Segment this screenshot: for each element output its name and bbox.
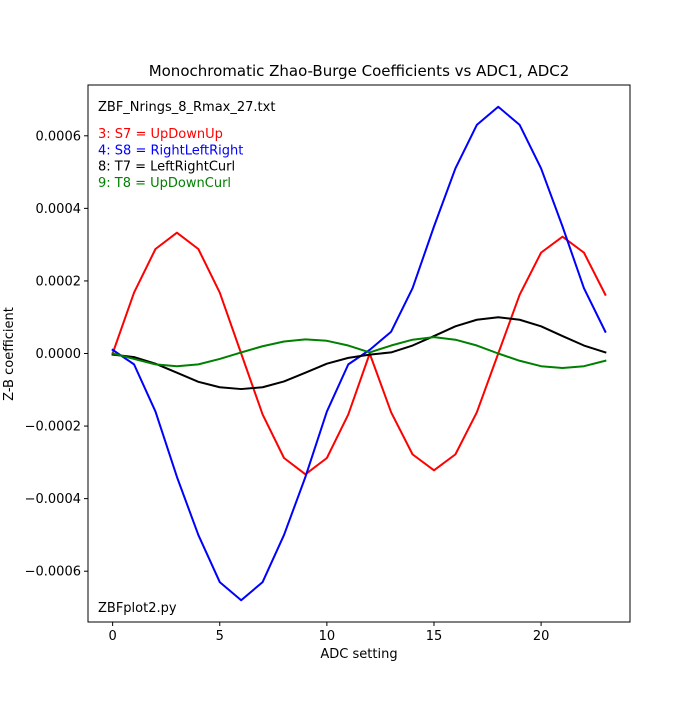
plot-area: 0 5 10 15 20 −0.0006 −0.0004 −0.0002 0.0000 0.000… (25, 84, 631, 644)
y-tick-label: 0.0000 (36, 347, 82, 362)
x-tick-label: 5 (216, 629, 224, 644)
y-tick-label: −0.0006 (25, 565, 81, 580)
y-tick-label: 0.0006 (36, 129, 82, 144)
y-tick-label: −0.0002 (25, 420, 81, 435)
legend-entry-3: 8: T7 = LeftRightCurl (98, 160, 235, 175)
y-tick-label: −0.0004 (25, 492, 81, 507)
x-tick-label: 20 (533, 629, 550, 644)
legend-entry-4: 9: T8 = UpDownCurl (98, 176, 231, 191)
chart-title: Monochromatic Zhao-Burge Coefficients vs… (149, 62, 570, 80)
script-label: ZBFplot2.py (98, 601, 177, 616)
legend-entry-1: 3: S7 = UpDownUp (98, 127, 223, 142)
y-tick-label: 0.0002 (36, 274, 82, 289)
series-line-4 (111, 336, 607, 370)
series-line-1 (111, 231, 607, 476)
x-axis-label: ADC setting (320, 647, 397, 662)
y-axis-label: Z-B coefficient (2, 307, 17, 401)
x-tick-label: 0 (108, 629, 116, 644)
x-tick-label: 15 (426, 629, 443, 644)
series-line-3 (111, 316, 607, 391)
legend-entry-2: 4: S8 = RightLeftRight (98, 143, 243, 158)
file-label: ZBF_Nrings_8_Rmax_27.txt (98, 100, 275, 115)
x-tick-label: 10 (319, 629, 336, 644)
y-tick-label: 0.0004 (36, 202, 82, 217)
